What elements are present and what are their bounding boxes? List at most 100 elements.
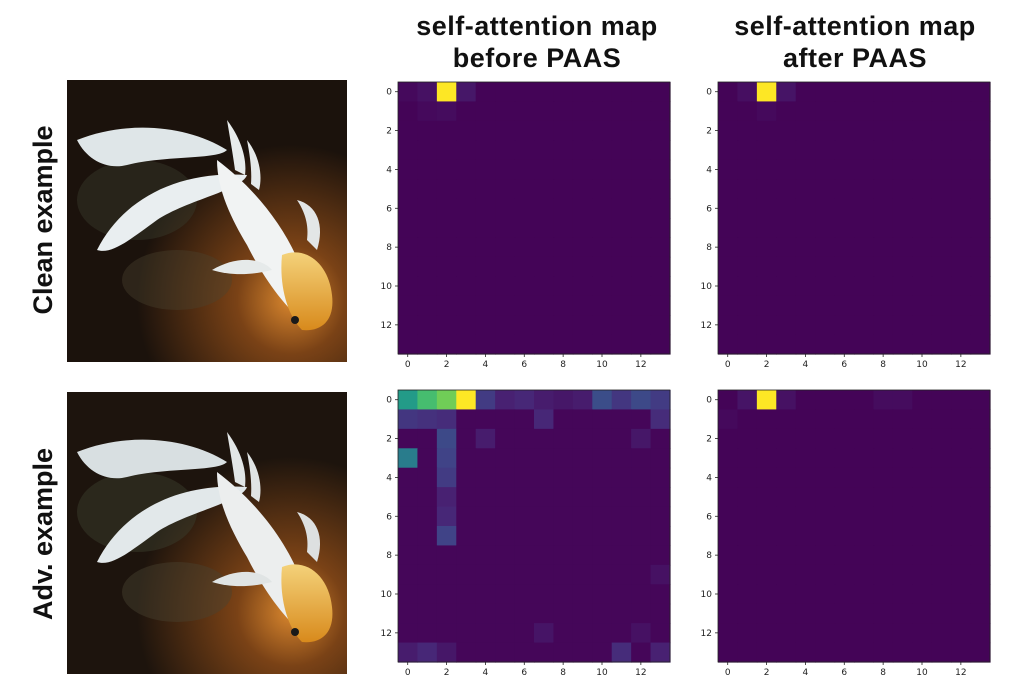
heatmap-cell bbox=[815, 315, 836, 336]
heatmap-cell bbox=[611, 428, 632, 449]
heatmap-cell bbox=[417, 642, 438, 663]
heatmap-cell bbox=[417, 448, 438, 469]
heatmap-cell bbox=[436, 545, 457, 566]
heatmap-cell bbox=[951, 140, 972, 161]
y-tick-label: 2 bbox=[706, 435, 712, 445]
heatmap-adv-before: 0 2 4 6 8 10 12 0 2 4 6 8 10 12 bbox=[381, 389, 671, 678]
heatmap-cell bbox=[417, 526, 438, 547]
heatmap-cell bbox=[534, 179, 555, 200]
heatmap-cell bbox=[553, 409, 574, 430]
heatmap-cell bbox=[534, 218, 555, 239]
heatmap-cell bbox=[514, 334, 535, 355]
heatmap-cell bbox=[534, 506, 555, 527]
heatmap-cell bbox=[495, 179, 516, 200]
heatmap-cell bbox=[951, 179, 972, 200]
heatmap-cell bbox=[951, 315, 972, 336]
heatmap-cell bbox=[873, 82, 894, 103]
heatmap-cell bbox=[854, 295, 875, 316]
heatmap-cell bbox=[611, 101, 632, 122]
heatmap-cell bbox=[650, 603, 671, 624]
heatmap-cell bbox=[776, 409, 797, 430]
heatmap-cell bbox=[815, 82, 836, 103]
heatmap-cell bbox=[650, 256, 671, 277]
y-tick-label: 2 bbox=[706, 127, 712, 137]
header-after-line2: after PAAS bbox=[782, 43, 928, 73]
heatmap-cell bbox=[631, 448, 652, 469]
heatmap-cell bbox=[834, 506, 855, 527]
heatmap-cell bbox=[873, 409, 894, 430]
heatmap-cell bbox=[854, 198, 875, 219]
heatmap-cell bbox=[776, 101, 797, 122]
heatmap-cell bbox=[737, 140, 758, 161]
heatmap-cell bbox=[592, 623, 613, 644]
heatmap-cell bbox=[417, 276, 438, 297]
heatmap-cell bbox=[553, 487, 574, 508]
heatmap-cell bbox=[873, 564, 894, 585]
heatmap-cell bbox=[795, 603, 816, 624]
heatmap-cell bbox=[475, 198, 496, 219]
heatmap-cell bbox=[572, 159, 593, 180]
heatmap-cell bbox=[495, 409, 516, 430]
heatmap-cell bbox=[398, 390, 419, 411]
heatmap-cell bbox=[892, 428, 913, 449]
heatmap-cell bbox=[398, 159, 419, 180]
heatmap-cell bbox=[398, 409, 419, 430]
header-before-paas: self-attention map before PAAS bbox=[372, 10, 702, 74]
heatmap-cell bbox=[815, 390, 836, 411]
heatmap-cell bbox=[572, 140, 593, 161]
heatmap-cell bbox=[475, 584, 496, 605]
heatmap-cell bbox=[912, 428, 933, 449]
heatmap-cell bbox=[436, 140, 457, 161]
heatmap-cell bbox=[795, 140, 816, 161]
heatmap-cell bbox=[631, 564, 652, 585]
heatmap-cell bbox=[398, 526, 419, 547]
heatmap-cell bbox=[456, 159, 477, 180]
heatmap-cell bbox=[718, 198, 739, 219]
y-tick-label: 6 bbox=[386, 204, 392, 214]
heatmap-cell bbox=[815, 603, 836, 624]
heatmap-cell bbox=[951, 256, 972, 277]
heatmap-cell bbox=[398, 334, 419, 355]
heatmap-cell bbox=[951, 545, 972, 566]
heatmap-cell bbox=[970, 276, 991, 297]
heatmap-cell bbox=[572, 467, 593, 488]
heatmap-cell bbox=[631, 295, 652, 316]
heatmap-cell bbox=[756, 120, 777, 141]
heatmap-cell bbox=[834, 237, 855, 258]
y-tick-label: 0 bbox=[706, 396, 712, 406]
heatmap-cell bbox=[514, 642, 535, 663]
heatmap-cell bbox=[931, 256, 952, 277]
heatmap-cell bbox=[495, 564, 516, 585]
heatmap-cell bbox=[854, 487, 875, 508]
heatmap-cell bbox=[756, 334, 777, 355]
heatmap-cell bbox=[795, 584, 816, 605]
header-before-line2: before PAAS bbox=[452, 43, 622, 73]
heatmap-cell bbox=[514, 448, 535, 469]
heatmap-cell bbox=[931, 623, 952, 644]
heatmap-cell bbox=[456, 276, 477, 297]
heatmap-cell bbox=[514, 295, 535, 316]
y-tick-label: 4 bbox=[386, 165, 392, 175]
heatmap-cell bbox=[495, 198, 516, 219]
heatmap-cell bbox=[951, 218, 972, 239]
heatmap-cell bbox=[854, 140, 875, 161]
header-before-line1: self-attention map bbox=[416, 11, 658, 41]
heatmap-cell bbox=[417, 564, 438, 585]
heatmap-cell bbox=[912, 198, 933, 219]
heatmap-cell bbox=[534, 140, 555, 161]
heatmap-cell bbox=[611, 526, 632, 547]
heatmap-cell bbox=[495, 101, 516, 122]
heatmap-cell bbox=[737, 545, 758, 566]
heatmap-cell bbox=[912, 467, 933, 488]
heatmap-cell bbox=[970, 140, 991, 161]
heatmap-cell bbox=[737, 448, 758, 469]
y-tick-label: 6 bbox=[706, 512, 712, 522]
heatmap-cell bbox=[534, 256, 555, 277]
heatmap-cell bbox=[553, 256, 574, 277]
heatmap-cell bbox=[756, 642, 777, 663]
heatmap-cell bbox=[951, 409, 972, 430]
heatmap-cell bbox=[592, 642, 613, 663]
heatmap-cell bbox=[970, 526, 991, 547]
heatmap-cell bbox=[737, 218, 758, 239]
y-tick-label: 4 bbox=[386, 473, 392, 483]
